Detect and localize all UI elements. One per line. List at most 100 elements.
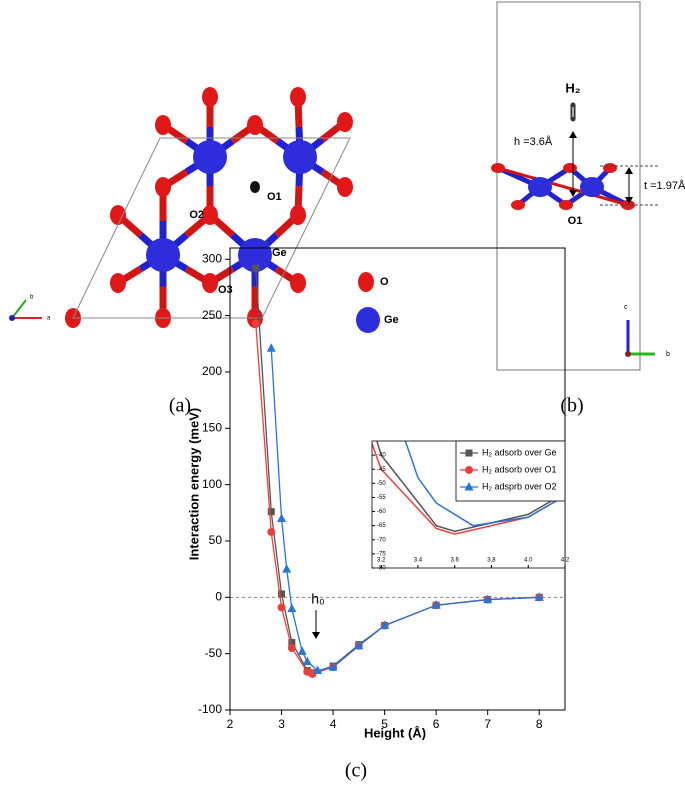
y-tick-label: 100	[202, 477, 222, 491]
crystal-top-view	[65, 87, 353, 328]
o-atom	[202, 87, 218, 107]
o-atom	[110, 205, 126, 225]
marker	[313, 665, 323, 675]
legend-label: H₂ adsorb over Ge	[482, 447, 557, 457]
inset-y-tick-label: -40	[377, 453, 386, 459]
marker	[252, 264, 260, 272]
atom-label: Ge	[272, 247, 287, 259]
inset-y-tick-label: -65	[377, 523, 386, 529]
o-atom	[491, 163, 505, 173]
o-atom	[559, 200, 573, 210]
crystal-side-view	[491, 163, 635, 210]
o-atom	[202, 273, 218, 293]
atom-label: O3	[218, 284, 233, 296]
o-atom	[290, 273, 306, 293]
legend-label: H₂ adsprb over O2	[482, 481, 557, 491]
o-atom	[155, 115, 171, 135]
o-atom	[110, 273, 126, 293]
marker	[287, 603, 297, 613]
axis-label: a	[47, 316, 51, 322]
y-tick-label: 250	[202, 308, 222, 322]
inset-y-tick-label: -55	[377, 495, 386, 501]
height-label: h =3.6Å	[514, 135, 553, 148]
marker	[251, 319, 260, 328]
x-tick-label: 3	[278, 717, 285, 731]
inset-x-tick-label: 3.8	[487, 558, 496, 564]
o-atom	[563, 163, 577, 173]
marker	[267, 508, 275, 516]
o-atom	[247, 115, 263, 135]
marker	[287, 644, 296, 653]
series-line	[404, 441, 565, 527]
bond	[497, 166, 629, 207]
legend-label: Ge	[384, 314, 399, 326]
marker	[282, 564, 292, 573]
unit-cell	[72, 137, 351, 319]
inset-y-tick-label: -60	[377, 509, 386, 515]
o-atom	[290, 205, 306, 225]
o-atom	[155, 177, 171, 197]
marker	[277, 513, 287, 522]
x-tick-label: 7	[484, 717, 491, 731]
y-tick-label: -100	[198, 702, 222, 716]
axis-label: b	[30, 295, 34, 301]
marker	[297, 646, 307, 655]
inset-x-tick-label: 3.2	[377, 558, 386, 564]
h2-top	[250, 181, 260, 193]
o-atom	[603, 163, 617, 173]
x-tick-label: 2	[227, 717, 234, 731]
cell-side	[496, 1, 641, 371]
y-tick-label: 300	[202, 251, 222, 265]
inset-x-tick-label: 4.0	[524, 558, 533, 564]
atom-label: O1	[568, 215, 583, 227]
y-tick-label: 200	[202, 364, 222, 378]
marker	[288, 638, 296, 646]
thickness-label: t =1.97Å	[644, 179, 685, 192]
legend-marker	[465, 449, 473, 457]
o-atom	[290, 87, 306, 107]
marker	[380, 620, 390, 629]
ge-atom	[238, 238, 272, 272]
marker	[266, 343, 276, 352]
caption: (a)	[169, 395, 191, 417]
marker	[354, 640, 364, 650]
series-line	[372, 441, 565, 535]
inset-x-tick-label: 3.6	[451, 558, 460, 564]
legend-label: O	[380, 276, 389, 288]
caption: (b)	[560, 395, 583, 417]
inset-y-tick-label: -70	[377, 537, 386, 543]
x-tick-label: 4	[330, 717, 337, 731]
ge-atom	[528, 177, 552, 197]
inset-x-tick-label: 4.2	[561, 558, 570, 564]
legend-marker	[464, 482, 474, 491]
marker	[277, 603, 286, 612]
x-tick-label: 6	[433, 717, 440, 731]
y-axis-label: Interaction energy (meV)	[186, 408, 201, 560]
series	[372, 441, 565, 535]
y-tick-label: 50	[209, 533, 223, 547]
o-atom	[337, 177, 353, 197]
legend-o	[358, 272, 374, 292]
axis-label: c	[624, 304, 628, 311]
axis-origin	[9, 315, 15, 321]
y-tick-label: 0	[215, 589, 222, 603]
axis-label: b	[666, 351, 670, 358]
o-atom	[511, 200, 525, 210]
o-atom	[202, 205, 218, 225]
annotation: h₀	[311, 591, 325, 607]
series	[251, 264, 544, 678]
legend-label: H₂ adsorb over O1	[482, 464, 557, 474]
axis-arrow	[11, 299, 27, 319]
marker	[267, 527, 276, 536]
atom-label: O2	[189, 209, 204, 221]
inset-y-tick-label: -50	[377, 481, 386, 487]
inset-y-tick-label: -75	[377, 551, 386, 557]
axis-origin	[625, 351, 631, 357]
ge-atom	[580, 177, 604, 197]
ge-atom	[283, 140, 317, 174]
atom-label: O1	[267, 191, 282, 203]
legend-marker	[465, 466, 473, 474]
marker	[431, 600, 441, 609]
